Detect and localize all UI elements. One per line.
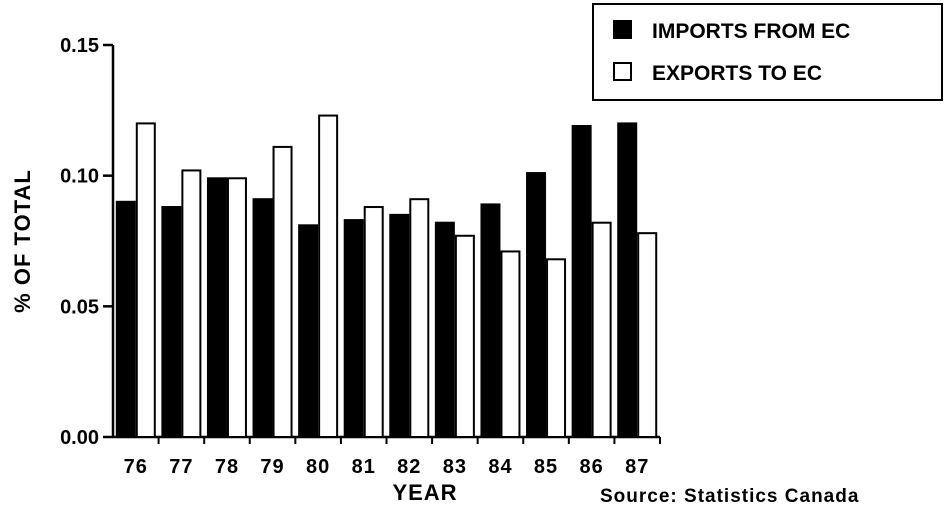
bar-imports bbox=[343, 219, 364, 438]
bar-imports bbox=[389, 213, 410, 438]
y-axis-title: % OF TOTAL bbox=[10, 169, 35, 313]
bar-exports bbox=[318, 114, 339, 438]
bar-imports bbox=[434, 221, 455, 438]
legend-label-imports: IMPORTS FROM EC bbox=[652, 20, 850, 43]
legend-swatch-exports bbox=[613, 62, 632, 81]
x-ticks: 76 77 78 79 80 81 82 83 84 85 86 87 bbox=[124, 437, 661, 478]
bar-exports bbox=[454, 234, 475, 438]
bar-exports bbox=[272, 145, 293, 438]
x-tick-label: 85 bbox=[534, 456, 558, 478]
bar-exports bbox=[546, 258, 567, 438]
x-tick-label: 79 bbox=[260, 456, 284, 478]
x-tick-label: 83 bbox=[443, 456, 467, 478]
bar-exports bbox=[591, 221, 612, 438]
x-tick-label: 82 bbox=[397, 456, 421, 478]
bar-imports bbox=[526, 172, 547, 438]
x-tick-label: 77 bbox=[169, 456, 193, 478]
y-tick-label: 0.15 bbox=[60, 35, 99, 57]
x-tick-label: 86 bbox=[580, 456, 604, 478]
legend-box bbox=[592, 3, 943, 101]
bar-imports bbox=[480, 203, 501, 438]
x-axis-title: YEAR bbox=[392, 480, 457, 505]
x-tick-label: 84 bbox=[488, 456, 512, 478]
bars bbox=[115, 114, 658, 439]
bar-exports bbox=[409, 198, 430, 438]
bar-exports bbox=[637, 232, 658, 438]
bar-imports bbox=[298, 224, 319, 438]
bar-imports bbox=[252, 198, 273, 438]
bar-imports bbox=[115, 200, 136, 438]
x-tick-label: 87 bbox=[625, 456, 649, 478]
bar-imports bbox=[571, 125, 592, 438]
legend: IMPORTS FROM EC EXPORTS TO EC bbox=[592, 3, 943, 101]
bar-exports bbox=[363, 206, 384, 438]
x-tick-label: 78 bbox=[215, 456, 239, 478]
y-ticks: 0.00 0.05 0.10 0.15 bbox=[60, 35, 113, 449]
bar-imports bbox=[206, 177, 227, 438]
bar-exports bbox=[226, 177, 247, 438]
y-tick-label: 0.05 bbox=[60, 296, 99, 318]
x-tick-label: 81 bbox=[352, 456, 376, 478]
bar-exports bbox=[181, 169, 202, 438]
x-tick-label: 76 bbox=[124, 456, 148, 478]
bar-imports bbox=[617, 122, 638, 439]
source-note: Source: Statistics Canada bbox=[600, 486, 859, 507]
bar-exports bbox=[135, 122, 156, 439]
legend-label-exports: EXPORTS TO EC bbox=[652, 62, 822, 85]
bar-exports bbox=[500, 250, 521, 438]
y-tick-label: 0.10 bbox=[60, 166, 99, 188]
bar-imports bbox=[161, 206, 182, 438]
y-tick-label: 0.00 bbox=[60, 427, 99, 449]
legend-swatch-imports bbox=[613, 20, 632, 39]
x-tick-label: 80 bbox=[306, 456, 330, 478]
